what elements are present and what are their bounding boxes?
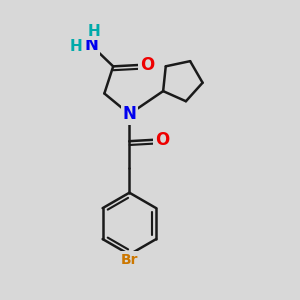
- Text: H: H: [69, 39, 82, 54]
- Text: H: H: [88, 23, 100, 38]
- Text: O: O: [155, 131, 169, 149]
- Text: N: N: [122, 105, 136, 123]
- Text: O: O: [140, 56, 154, 74]
- Text: N: N: [84, 36, 98, 54]
- Text: Br: Br: [121, 253, 138, 267]
